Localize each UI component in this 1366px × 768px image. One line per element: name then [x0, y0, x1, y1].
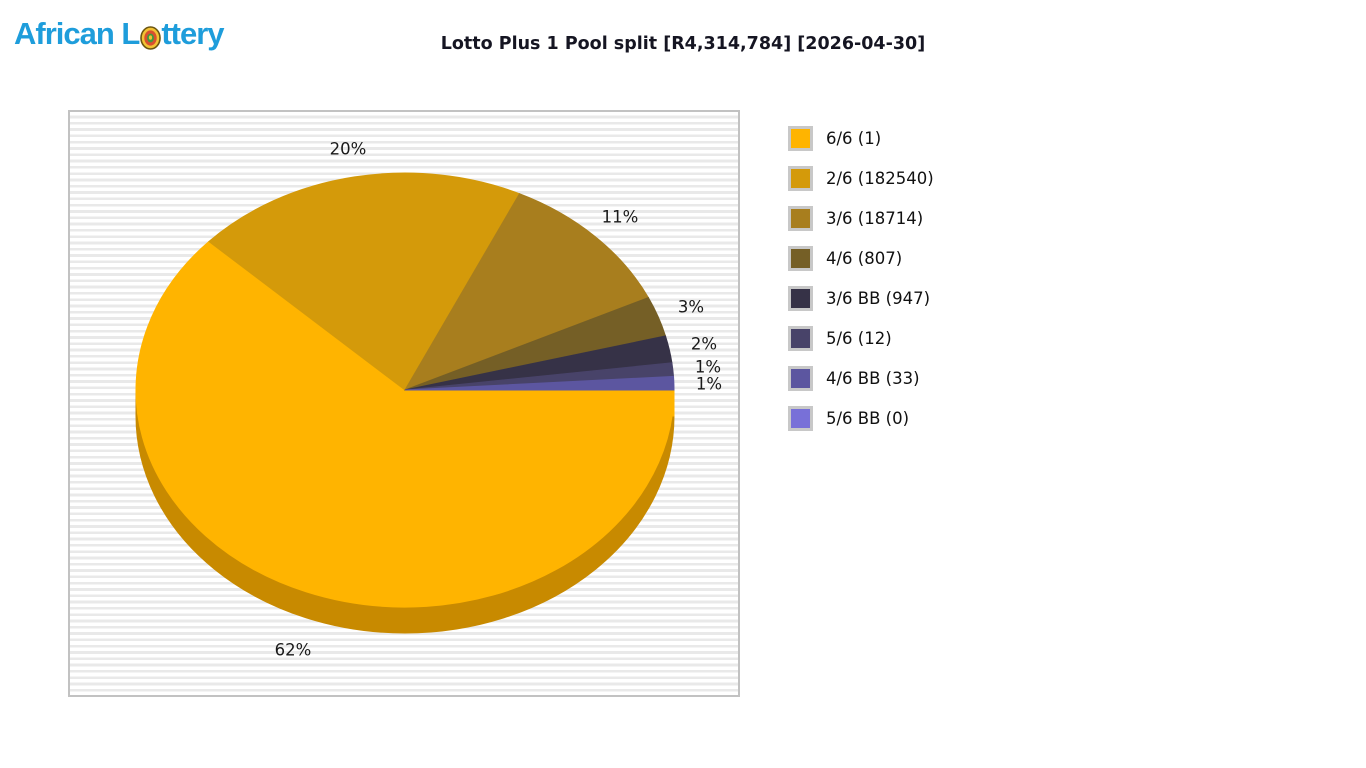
pie-slice-3-6 [403, 193, 650, 391]
page-title: Lotto Plus 1 Pool split [R4,314,784] [20… [440, 34, 926, 54]
slice-percent-label: 20% [329, 139, 367, 159]
legend-item: 3/6 BB (947) [788, 284, 934, 312]
slice-percent-label: 2% [690, 334, 718, 354]
legend-item: 6/6 (1) [788, 124, 934, 152]
lottery-ball-icon [140, 22, 162, 50]
slice-percent-label: 62% [274, 640, 312, 660]
slice-percent-label: 1% [695, 374, 723, 394]
legend-swatch [788, 245, 813, 271]
legend-label: 3/6 (18714) [826, 208, 924, 228]
legend-item: 3/6 (18714) [788, 204, 934, 232]
pie-slice-2-6 [208, 172, 521, 391]
african-lottery-logo[interactable]: African L ttery [14, 12, 225, 56]
slice-percent-label: 3% [677, 297, 705, 317]
legend: 6/6 (1) 2/6 (182540) 3/6 (18714) 4/6 (807) 3… [788, 124, 934, 444]
legend-label: 2/6 (182540) [826, 168, 934, 188]
legend-swatch [788, 125, 813, 151]
legend-item: 4/6 (807) [788, 244, 934, 272]
legend-swatch [788, 325, 813, 351]
legend-swatch [788, 165, 813, 191]
legend-swatch [788, 285, 813, 311]
legend-swatch [788, 365, 813, 391]
legend-item: 4/6 BB (33) [788, 364, 934, 392]
legend-item: 5/6 BB (0) [788, 404, 934, 432]
slice-percent-label: 1% [694, 357, 722, 377]
pie-slice-6-6 [135, 240, 675, 608]
legend-swatch [788, 205, 813, 231]
chart-panel: 62% 20% 11% 3% 2% 1% 1% [68, 110, 740, 697]
legend-label: 3/6 BB (947) [826, 288, 931, 308]
legend-label: 6/6 (1) [826, 128, 882, 148]
legend-label: 4/6 (807) [826, 248, 903, 268]
legend-label: 5/6 BB (0) [826, 408, 910, 428]
legend-item: 2/6 (182540) [788, 164, 934, 192]
logo-text-before: African L [14, 16, 140, 51]
slice-percent-label: 11% [601, 207, 639, 227]
logo-text-after: ttery [161, 16, 224, 51]
pie-chart [135, 172, 675, 634]
legend-label: 5/6 (12) [826, 328, 892, 348]
legend-item: 5/6 (12) [788, 324, 934, 352]
pie-slice-4-6-bb [404, 375, 675, 391]
legend-label: 4/6 BB (33) [826, 368, 920, 388]
legend-swatch [788, 405, 813, 431]
